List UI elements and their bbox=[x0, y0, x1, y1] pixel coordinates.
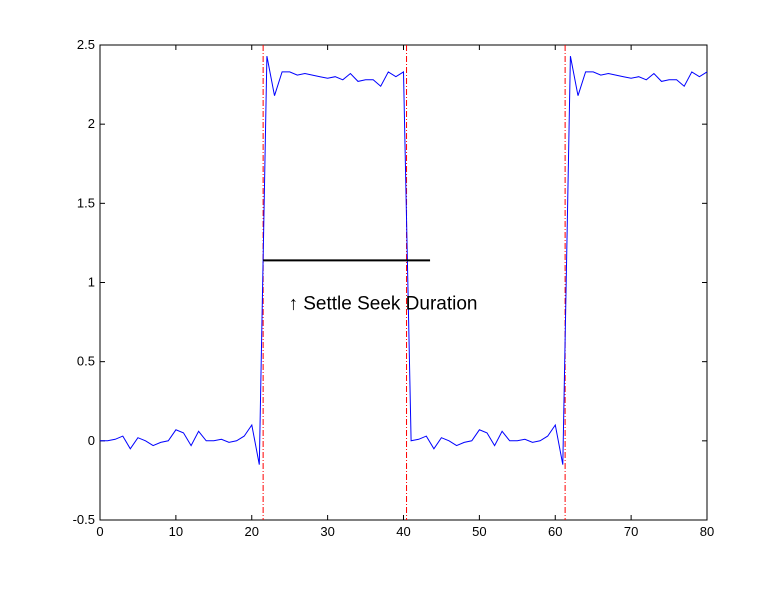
x-tick-label: 70 bbox=[624, 524, 638, 539]
x-tick-label: 50 bbox=[472, 524, 486, 539]
y-tick-label: 1.5 bbox=[77, 195, 95, 210]
annotation-settle-seek-duration: ↑ Settle Seek Duration bbox=[288, 294, 477, 315]
data-series-line bbox=[100, 56, 708, 465]
x-tick-label: 60 bbox=[548, 524, 562, 539]
x-tick-label: 10 bbox=[169, 524, 183, 539]
y-tick-label: 2.5 bbox=[77, 37, 95, 52]
y-tick-label: 0 bbox=[88, 433, 95, 448]
y-tick-label: 2 bbox=[88, 116, 95, 131]
y-tick-label: 1 bbox=[88, 275, 95, 290]
x-tick-label: 40 bbox=[396, 524, 410, 539]
plot-area bbox=[99, 44, 708, 521]
y-tick-label: -0.5 bbox=[73, 512, 95, 527]
y-tick-label: 0.5 bbox=[77, 354, 95, 369]
x-tick-label: 0 bbox=[96, 524, 103, 539]
x-tick-label: 20 bbox=[245, 524, 259, 539]
x-tick-label: 30 bbox=[320, 524, 334, 539]
x-tick-label: 80 bbox=[700, 524, 714, 539]
